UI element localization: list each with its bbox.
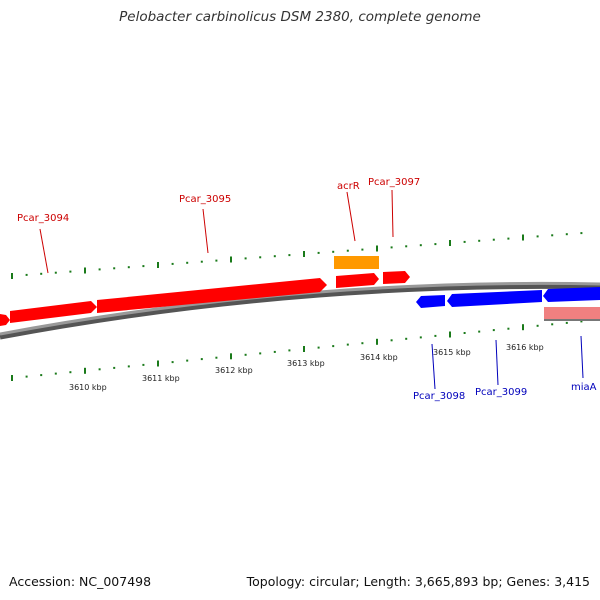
leader-line (495, 339, 499, 386)
scale-label: 3611 kbp (142, 374, 180, 383)
leader-line (39, 228, 49, 274)
scale-label: 3615 kbp (433, 348, 471, 357)
gene-label[interactable]: acrR (337, 181, 360, 192)
scale-label: 3616 kbp (506, 343, 544, 352)
gene-Pcar_3095[interactable] (97, 278, 327, 313)
leader-line (346, 191, 356, 242)
genome-summary: Topology: circular; Length: 3,665,893 bp… (246, 574, 590, 589)
forward-gene-partial[interactable] (0, 314, 10, 326)
genome-title: Pelobacter carbinolicus DSM 2380, comple… (119, 9, 481, 25)
leader-line (391, 189, 394, 238)
leader-line (580, 335, 584, 379)
gene-Pcar_3099[interactable] (447, 290, 542, 307)
leader-line (202, 208, 209, 254)
gene-acrR-cds[interactable] (336, 273, 379, 288)
leader-line (431, 343, 436, 390)
forward-tick-track (11, 232, 583, 279)
accession-text: Accession: NC_007498 (9, 574, 152, 589)
gene-label[interactable]: Pcar_3094 (17, 213, 69, 224)
pseudo-gene[interactable] (544, 307, 600, 319)
gene-Pcar_3098[interactable] (416, 295, 445, 308)
gene-acrR[interactable] (334, 256, 379, 269)
gene-Pcar_3094[interactable] (10, 301, 97, 323)
gene-label[interactable]: Pcar_3098 (413, 391, 465, 402)
gene-label[interactable]: Pcar_3095 (179, 194, 231, 205)
reverse-tick-track (11, 320, 583, 381)
scale-label: 3612 kbp (215, 366, 253, 375)
gene-Pcar_3097[interactable] (383, 271, 410, 284)
gene-miaA[interactable] (543, 287, 600, 302)
scale-label: 3614 kbp (360, 353, 398, 362)
gene-label[interactable]: Pcar_3097 (368, 177, 420, 188)
pseudo-gene-shadow (544, 319, 600, 321)
genome-backbone-shadow (0, 283, 600, 340)
scale-label: 3610 kbp (69, 383, 107, 392)
gene-label[interactable]: Pcar_3099 (475, 387, 527, 398)
scale-label: 3613 kbp (287, 359, 325, 368)
gene-label[interactable]: miaA (571, 382, 597, 393)
